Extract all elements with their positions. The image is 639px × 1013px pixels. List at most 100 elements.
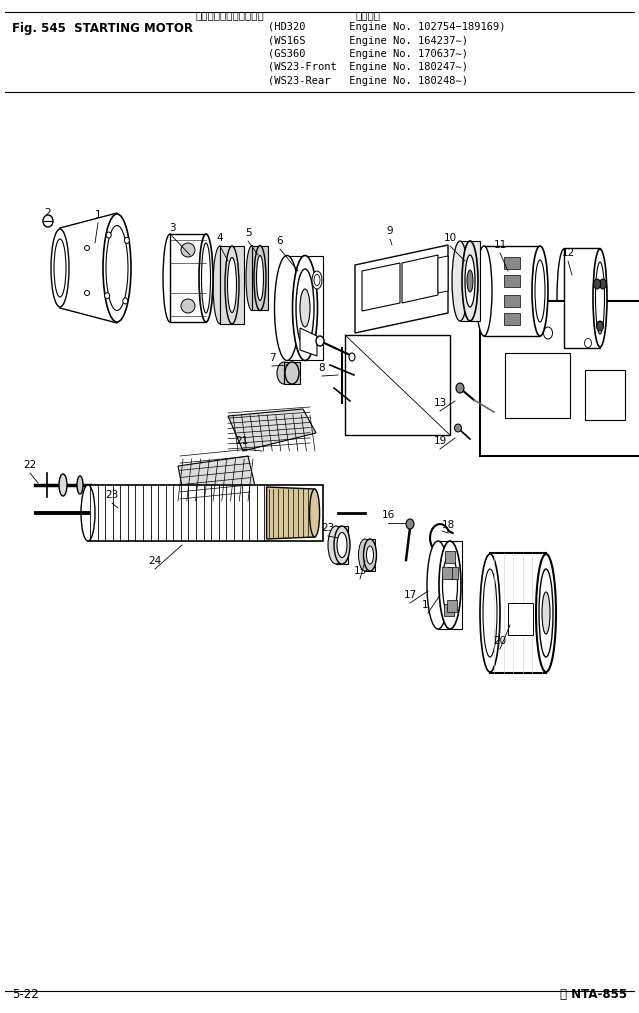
Ellipse shape xyxy=(532,246,548,336)
Ellipse shape xyxy=(328,526,344,564)
Ellipse shape xyxy=(213,246,227,324)
Ellipse shape xyxy=(334,526,350,564)
Ellipse shape xyxy=(544,327,553,339)
Ellipse shape xyxy=(163,234,177,322)
Bar xyxy=(504,313,520,325)
Ellipse shape xyxy=(442,555,458,615)
Bar xyxy=(442,567,452,579)
Polygon shape xyxy=(220,246,244,324)
Text: 20: 20 xyxy=(493,636,507,646)
Ellipse shape xyxy=(106,232,111,238)
Ellipse shape xyxy=(542,592,550,634)
Ellipse shape xyxy=(77,476,83,494)
Ellipse shape xyxy=(277,362,291,384)
Polygon shape xyxy=(438,541,462,629)
Polygon shape xyxy=(355,245,448,333)
Polygon shape xyxy=(438,256,448,293)
Text: 14: 14 xyxy=(421,600,435,610)
Ellipse shape xyxy=(106,226,128,311)
Text: 12: 12 xyxy=(562,248,574,258)
Polygon shape xyxy=(300,328,317,356)
Bar xyxy=(504,295,520,307)
Polygon shape xyxy=(460,241,480,321)
Ellipse shape xyxy=(275,255,300,361)
Ellipse shape xyxy=(201,243,210,313)
Bar xyxy=(504,257,520,269)
Ellipse shape xyxy=(125,237,129,243)
Text: 16: 16 xyxy=(381,510,395,520)
Bar xyxy=(508,603,533,635)
Ellipse shape xyxy=(84,245,89,250)
Text: 適用号機: 適用号機 xyxy=(355,10,380,20)
Text: 19: 19 xyxy=(433,436,447,446)
Polygon shape xyxy=(60,213,117,323)
Polygon shape xyxy=(402,255,438,303)
Text: Fig. 545  STARTING MOTOR: Fig. 545 STARTING MOTOR xyxy=(12,22,193,35)
Text: Ⓑ NTA-855: Ⓑ NTA-855 xyxy=(560,988,627,1001)
Ellipse shape xyxy=(285,362,299,384)
Bar xyxy=(447,601,458,613)
Text: 1: 1 xyxy=(95,210,102,220)
Text: 8: 8 xyxy=(319,363,325,373)
Bar xyxy=(448,567,458,579)
Text: 13: 13 xyxy=(433,398,447,408)
Ellipse shape xyxy=(539,569,553,657)
Text: (WS16S       Engine No. 164237∼): (WS16S Engine No. 164237∼) xyxy=(268,35,468,46)
Text: 15: 15 xyxy=(353,566,367,576)
Ellipse shape xyxy=(54,239,66,297)
Bar xyxy=(585,370,625,420)
Polygon shape xyxy=(336,526,348,564)
Ellipse shape xyxy=(557,249,571,347)
Text: スターティング　モータ: スターティング モータ xyxy=(196,10,265,20)
Ellipse shape xyxy=(81,485,95,541)
Ellipse shape xyxy=(51,229,69,307)
Ellipse shape xyxy=(199,234,213,322)
Polygon shape xyxy=(252,246,268,310)
Text: 5-22: 5-22 xyxy=(12,988,39,1001)
Ellipse shape xyxy=(225,246,239,324)
Ellipse shape xyxy=(467,270,473,292)
Ellipse shape xyxy=(349,353,355,361)
Text: 21: 21 xyxy=(235,436,249,446)
Bar xyxy=(505,353,570,418)
Ellipse shape xyxy=(465,255,475,307)
Ellipse shape xyxy=(594,279,601,289)
Ellipse shape xyxy=(105,293,110,299)
Polygon shape xyxy=(228,409,316,451)
Text: 11: 11 xyxy=(493,240,507,250)
Text: 23: 23 xyxy=(105,490,119,500)
Text: 22: 22 xyxy=(24,460,36,470)
Polygon shape xyxy=(480,301,639,456)
Text: 7: 7 xyxy=(268,353,275,363)
Ellipse shape xyxy=(300,289,310,327)
Text: (WS23-Front  Engine No. 180247∼): (WS23-Front Engine No. 180247∼) xyxy=(268,63,468,73)
Text: 23: 23 xyxy=(321,523,335,533)
Ellipse shape xyxy=(123,298,128,304)
Ellipse shape xyxy=(364,539,376,571)
Ellipse shape xyxy=(599,279,606,289)
Ellipse shape xyxy=(476,246,492,336)
Text: 5: 5 xyxy=(245,228,251,238)
Ellipse shape xyxy=(593,249,607,347)
Ellipse shape xyxy=(84,291,89,296)
Text: (GS360       Engine No. 170637∼): (GS360 Engine No. 170637∼) xyxy=(268,49,468,59)
Ellipse shape xyxy=(181,299,195,313)
Ellipse shape xyxy=(246,245,258,311)
Ellipse shape xyxy=(43,215,53,227)
Ellipse shape xyxy=(596,262,604,334)
Bar xyxy=(504,275,520,287)
Ellipse shape xyxy=(427,541,449,629)
Text: 6: 6 xyxy=(277,236,283,246)
Ellipse shape xyxy=(596,321,603,331)
Ellipse shape xyxy=(103,214,131,322)
Ellipse shape xyxy=(358,539,371,571)
Ellipse shape xyxy=(337,533,347,557)
Text: 24: 24 xyxy=(148,556,162,566)
Bar xyxy=(445,551,455,563)
Ellipse shape xyxy=(254,245,266,311)
Ellipse shape xyxy=(483,569,497,657)
Ellipse shape xyxy=(367,546,374,564)
Text: 18: 18 xyxy=(442,520,454,530)
Bar xyxy=(443,605,454,616)
Text: 10: 10 xyxy=(443,233,456,243)
